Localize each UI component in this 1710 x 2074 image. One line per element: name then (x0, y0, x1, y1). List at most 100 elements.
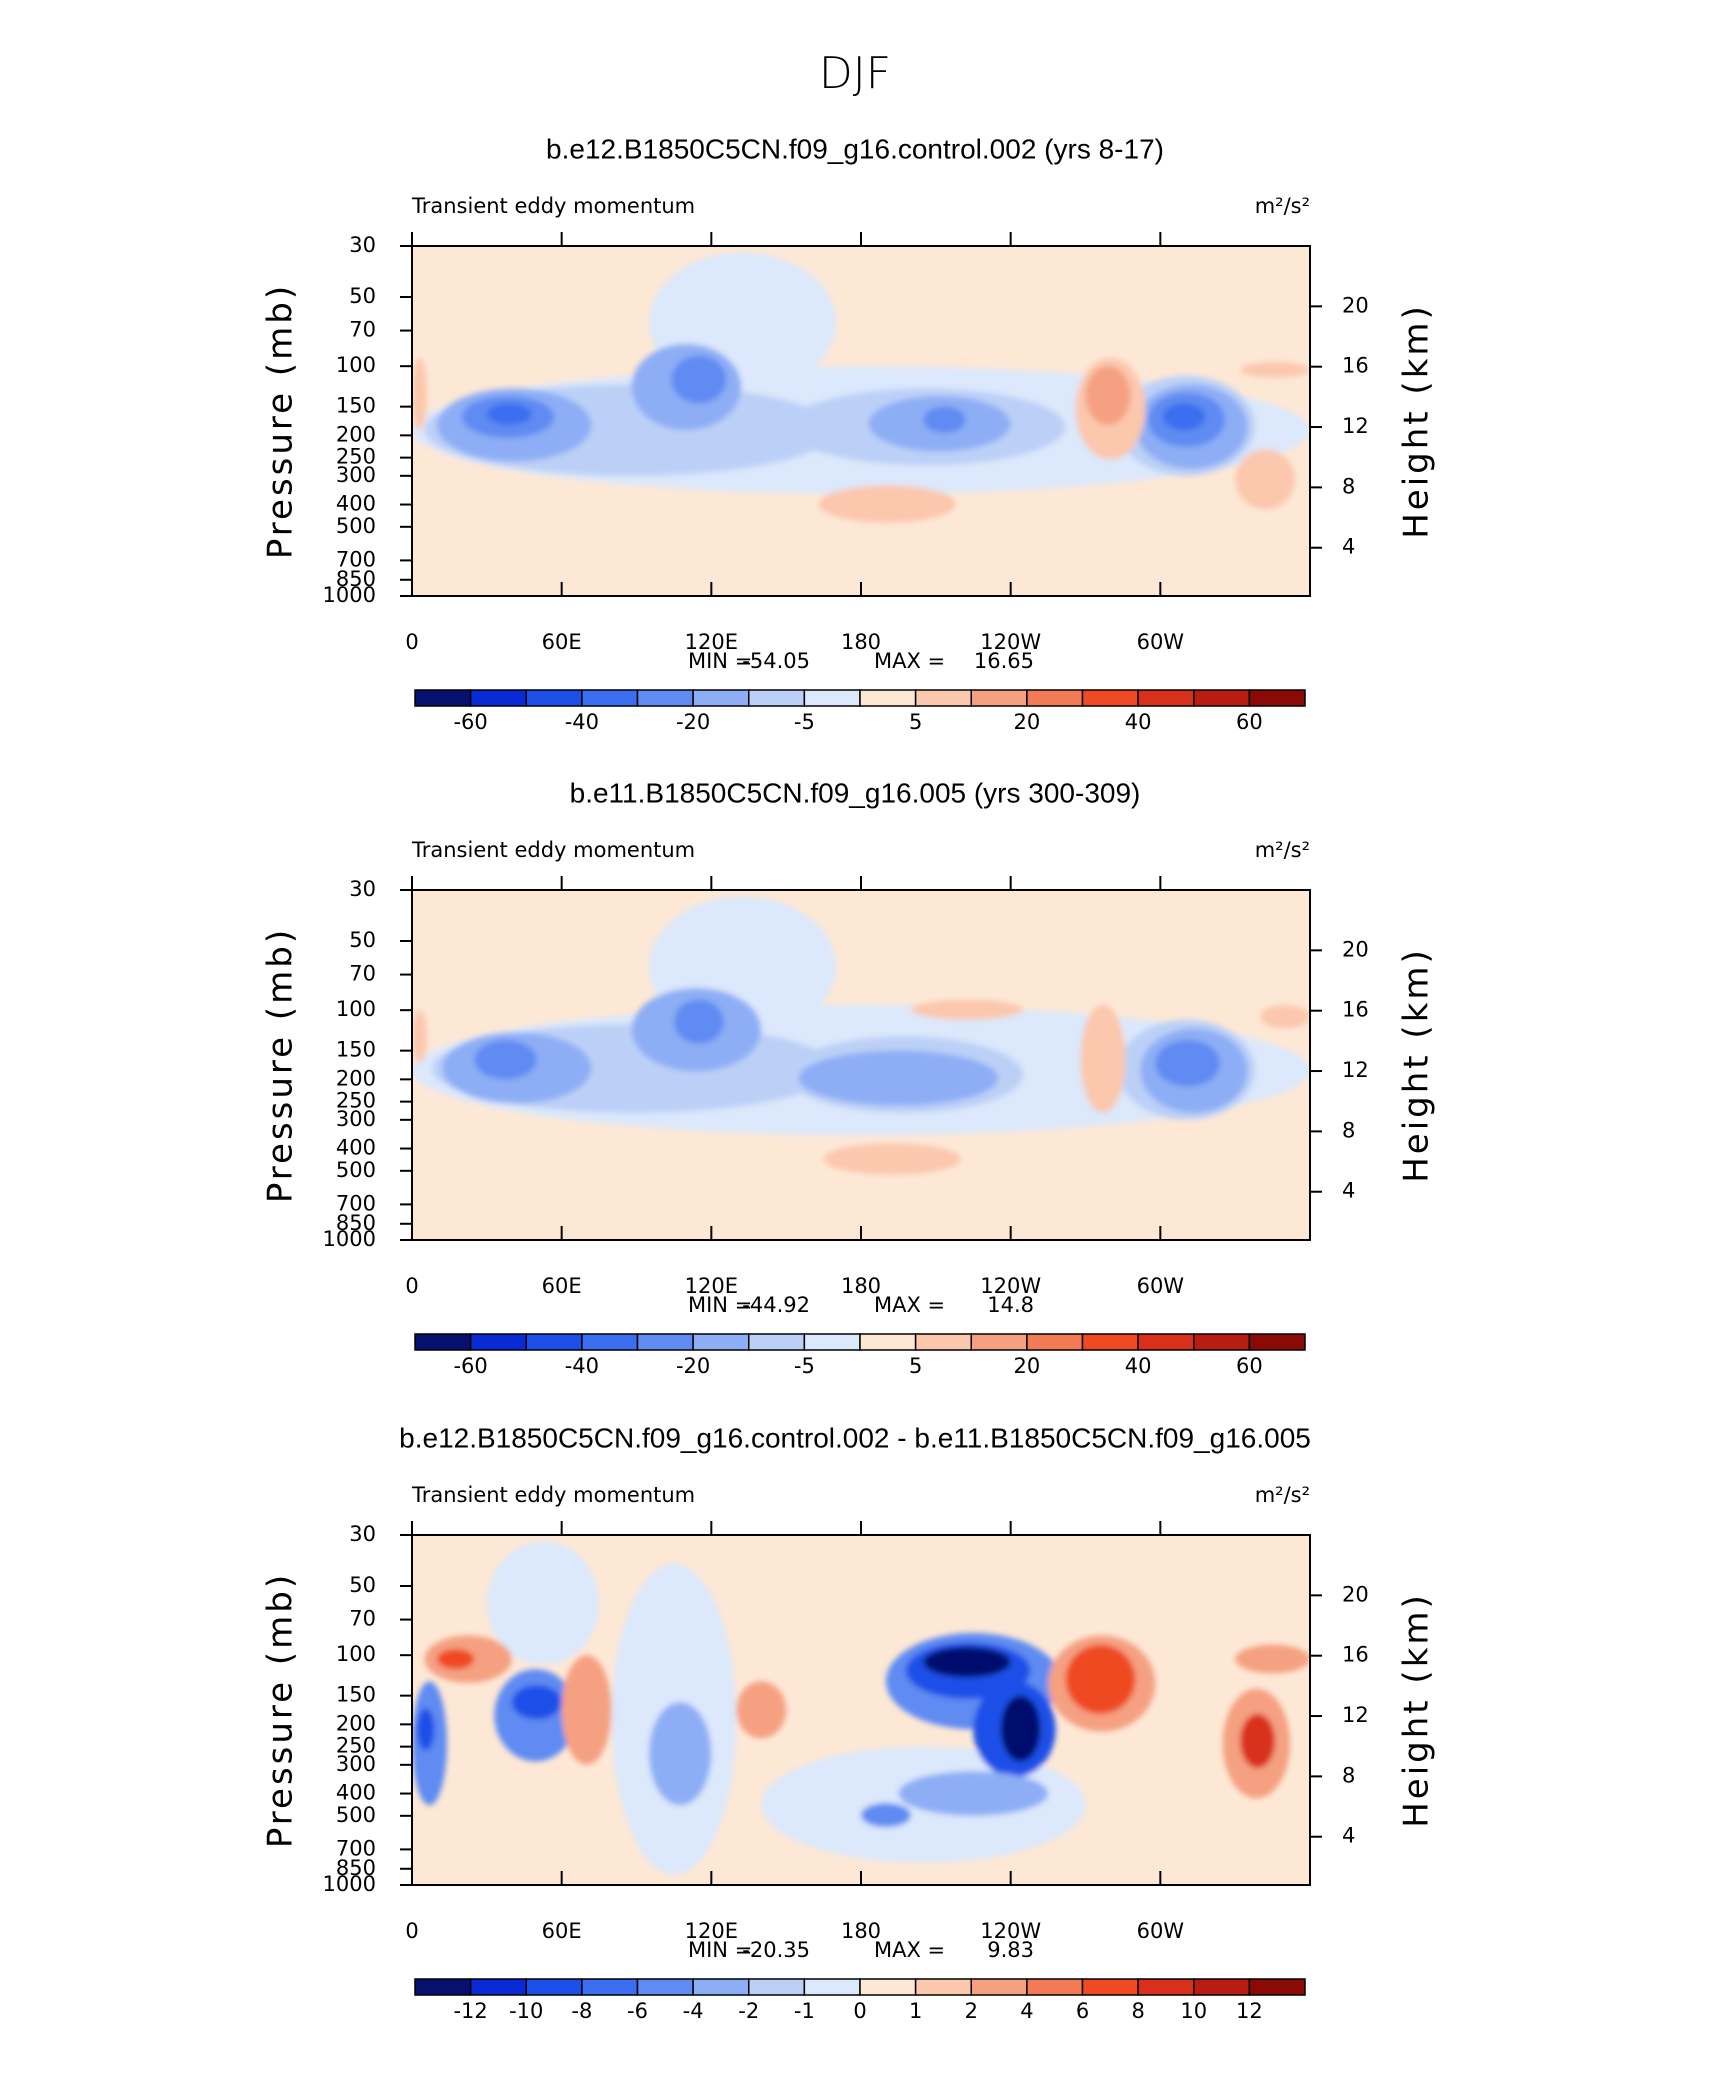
y2-tick-label: 12 (1342, 414, 1369, 438)
y-tick-label: 500 (336, 1803, 376, 1827)
max-label: MAX = (874, 649, 945, 673)
colorbar-box (1137, 1333, 1195, 1351)
contour-region (474, 1040, 537, 1080)
panel-subtitle: Transient eddy momentum (411, 194, 695, 218)
x-tick-label: 60W (1137, 630, 1185, 654)
y-tick-label: 100 (336, 353, 376, 377)
x-tick-label: 60W (1137, 1919, 1185, 1943)
min-value: -54.05 (742, 649, 810, 673)
y2-tick-label: 4 (1342, 535, 1355, 559)
colorbar-label: -20 (676, 710, 710, 734)
y-tick-label: 700 (336, 1836, 376, 1860)
contour-fills (412, 890, 1310, 1240)
colorbar-box (970, 1333, 1028, 1351)
y-tick-label: 50 (349, 284, 376, 308)
contour-region (1065, 1644, 1136, 1714)
contour-field (412, 1535, 1310, 1885)
contour-region (1235, 449, 1296, 510)
colorbar-box (914, 689, 972, 707)
y-tick-label: 400 (336, 492, 376, 516)
y2-tick-label: 8 (1342, 1118, 1355, 1142)
colorbar-box (914, 1333, 972, 1351)
y-tick-label: 30 (349, 877, 376, 901)
contour-region (671, 355, 727, 404)
colorbar-label: 8 (1131, 1999, 1144, 2023)
colorbar-box (1081, 689, 1139, 707)
y-tick-label: 30 (349, 1522, 376, 1546)
x-tick-label: 180 (841, 630, 881, 654)
colorbar-box (1193, 1978, 1251, 1996)
colorbar-box (525, 1978, 583, 1996)
colorbar-box (1248, 1978, 1306, 1996)
y2-tick-label: 16 (1342, 1643, 1369, 1667)
colorbar-box (859, 1978, 917, 1996)
units-label: m²/s² (1255, 194, 1310, 218)
panel-subtitle: Transient eddy momentum (411, 1483, 695, 1507)
y2-tick-label: 20 (1342, 937, 1369, 961)
colorbar-label: 40 (1125, 1354, 1152, 1378)
contour-field (412, 246, 1310, 596)
y-tick-label: 1000 (323, 1872, 376, 1896)
colorbar-label: -5 (794, 710, 815, 734)
contour-region (1240, 362, 1310, 378)
contour-blobs (412, 896, 1310, 1175)
contour-region (818, 485, 956, 523)
y-axis-label: Pressure (mb) (261, 283, 301, 559)
y-tick-label: 700 (336, 1191, 376, 1215)
min-label: MIN = (688, 1938, 752, 1962)
colorbar-box (692, 689, 750, 707)
colorbar-label: -60 (453, 710, 487, 734)
y-tick-label: 850 (336, 1211, 376, 1235)
colorbar-label: 10 (1180, 1999, 1207, 2023)
contour-region (910, 999, 1024, 1020)
min-label: MIN = (688, 649, 752, 673)
y-tick-label: 100 (336, 1642, 376, 1666)
y2-axis-label: Height (km) (1397, 947, 1437, 1183)
y-tick-label: 70 (349, 1607, 376, 1631)
colorbar-box (748, 1978, 806, 1996)
contour-region (798, 1050, 999, 1106)
y-tick-label: 850 (336, 567, 376, 591)
colorbar-box (1137, 1978, 1195, 1996)
contour-region (823, 1143, 961, 1175)
figure-title: DJF (819, 48, 891, 99)
y-tick-label: 70 (349, 962, 376, 986)
y2-tick-label: 12 (1342, 1058, 1369, 1082)
y-tick-label: 300 (336, 1752, 376, 1776)
y-tick-label: 150 (336, 1683, 376, 1707)
y-axis-label: Pressure (mb) (261, 927, 301, 1203)
x-tick-label: 120E (685, 630, 738, 654)
y-tick-label: 200 (336, 1066, 376, 1090)
colorbar-label: -1 (794, 1999, 815, 2023)
y-tick-label: 1000 (323, 1227, 376, 1251)
colorbar-box (469, 1333, 527, 1351)
colorbar-label: -10 (509, 1999, 543, 2023)
colorbar-label: -40 (565, 1354, 599, 1378)
colorbar-box (525, 689, 583, 707)
y-tick-label: 500 (336, 514, 376, 538)
x-tick-label: 120W (980, 1274, 1041, 1298)
contour-region (1155, 1040, 1221, 1087)
y2-axis-label: Height (km) (1397, 1592, 1437, 1828)
colorbar-label: 2 (965, 1999, 978, 2023)
min-label: MIN = (688, 1293, 752, 1317)
colorbar-box (581, 1333, 639, 1351)
contour-region (1000, 1695, 1041, 1762)
y2-tick-label: 8 (1342, 1763, 1355, 1787)
colorbar-label: -40 (565, 710, 599, 734)
contour-region (648, 1702, 712, 1806)
y2-tick-label: 16 (1342, 354, 1369, 378)
contour-region (1260, 1005, 1310, 1029)
x-tick-label: 60E (542, 630, 582, 654)
max-label: MAX = (874, 1938, 945, 1962)
x-tick-label: 0 (405, 1274, 418, 1298)
colorbar-box (1248, 1333, 1306, 1351)
contour-region (561, 1655, 612, 1765)
contour-region (1235, 1644, 1310, 1674)
contour-region (923, 406, 966, 433)
colorbar-label: -2 (738, 1999, 759, 2023)
y-tick-label: 850 (336, 1856, 376, 1880)
contour-fills (412, 246, 1310, 596)
y-axis-label: Pressure (mb) (261, 1572, 301, 1848)
